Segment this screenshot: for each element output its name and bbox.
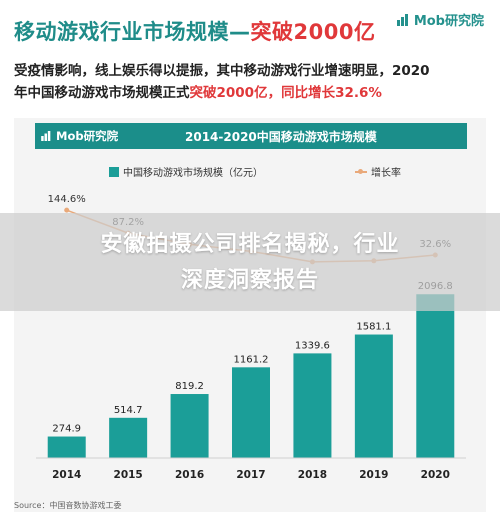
bar-value-label-2017: 1161.2 <box>234 354 269 365</box>
legend-label-growth: 增长率 <box>371 168 401 179</box>
overlay-banner-line-1: 安徽拍摄公司排名揭秘，行业 <box>100 232 400 257</box>
chart-brand-logo-icon <box>41 131 51 141</box>
brand-logo-text: Mob研究院 <box>413 14 484 29</box>
bar-value-label-2016: 819.2 <box>175 381 204 392</box>
overlay-banner-line-2: 深度洞察报告 <box>180 268 319 293</box>
page-title: 移动游戏行业市场规模—突破2000亿 <box>14 16 375 46</box>
overlay-banner-text: 安徽拍摄公司排名揭秘，行业 深度洞察报告 <box>0 227 500 299</box>
bar-2016 <box>170 394 209 458</box>
bar-2019 <box>354 334 393 458</box>
legend-item-market-size: 中国移动游戏市场规模（亿元） <box>109 164 263 179</box>
x-tick-label-2020: 2020 <box>421 469 450 481</box>
source-note: Source：中国音数协游戏工委 <box>14 501 122 510</box>
x-tick-label-2019: 2019 <box>359 469 388 481</box>
page-title-main: 移动游戏行业市场规模— <box>14 20 251 44</box>
bar-2015 <box>109 417 148 458</box>
x-tick-label-2014: 2014 <box>52 469 81 481</box>
bar-2017 <box>232 367 270 458</box>
description-line-2-prefix: 年中国移动游戏市场规模正式 <box>14 85 190 101</box>
bar-value-label-2019: 1581.1 <box>356 322 391 333</box>
chart-brand-logo-text: Mob研究院 <box>56 129 119 143</box>
legend-label-market-size: 中国移动游戏市场规模（亿元） <box>123 168 263 179</box>
legend-swatch-bar <box>109 166 119 177</box>
x-tick-label-2017: 2017 <box>236 469 265 481</box>
brand-logo: Mob研究院 <box>396 10 484 29</box>
bar-2020 <box>416 294 455 458</box>
description-line-2-accent: 突破2000亿，同比增长32.6% <box>189 85 382 101</box>
bar-value-label-2014: 274.9 <box>52 424 81 435</box>
page-title-accent: 突破2000亿 <box>250 20 376 44</box>
legend-item-growth: 增长率 <box>355 164 401 179</box>
bar-2018 <box>293 353 332 458</box>
bar-value-label-2018: 1339.6 <box>295 340 330 351</box>
growth-label-2014: 144.6% <box>48 194 86 205</box>
brand-logo-icon <box>396 13 408 26</box>
x-tick-label-2016: 2016 <box>175 469 204 481</box>
growth-point-2014 <box>64 207 70 213</box>
x-tick-label-2015: 2015 <box>114 469 143 481</box>
description: 受疫情影响，线上娱乐得以提振，其中移动游戏行业增速明显，2020 年中国移动游戏… <box>14 60 488 104</box>
chart-header-bar: Mob研究院 2014-2020中国移动游戏市场规模 <box>35 123 467 149</box>
legend-swatch-line <box>355 168 367 174</box>
chart-legend: 中国移动游戏市场规模（亿元） 增长率 <box>109 164 439 180</box>
overlay-banner: 安徽拍摄公司排名揭秘，行业 深度洞察报告 <box>0 213 500 311</box>
x-tick-label-2018: 2018 <box>298 469 327 481</box>
description-line-2: 年中国移动游戏市场规模正式突破2000亿，同比增长32.6% <box>14 82 488 104</box>
bar-2014 <box>47 436 86 458</box>
chart-brand-logo: Mob研究院 <box>41 128 118 144</box>
chart-title: 2014-2020中国移动游戏市场规模 <box>185 130 377 144</box>
description-line-1: 受疫情影响，线上娱乐得以提振，其中移动游戏行业增速明显，2020 <box>14 63 430 79</box>
bar-value-label-2015: 514.7 <box>114 405 143 416</box>
